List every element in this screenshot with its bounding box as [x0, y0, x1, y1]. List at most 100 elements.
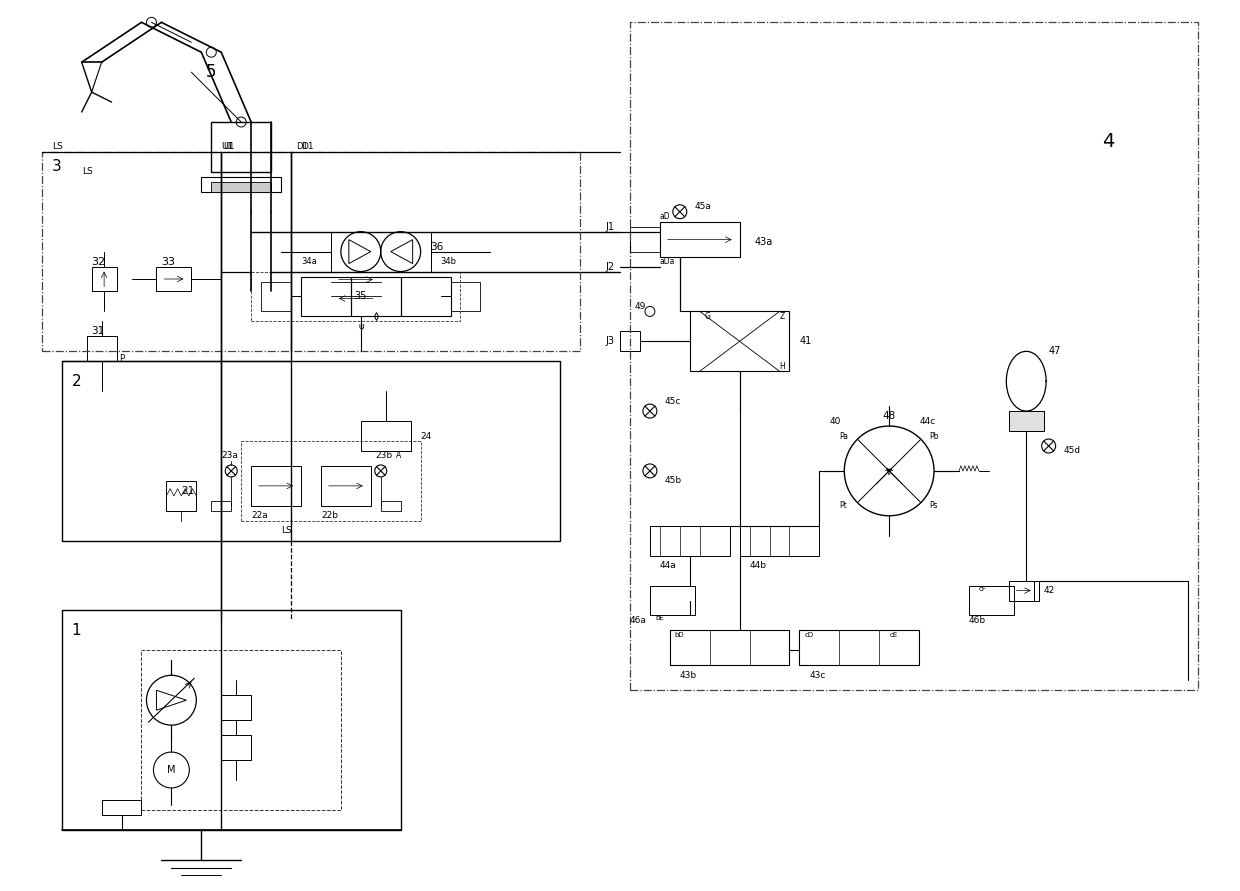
- Bar: [670, 631, 790, 666]
- Text: cF: cF: [978, 585, 987, 592]
- Bar: [630, 226, 660, 251]
- Text: U1: U1: [223, 143, 234, 151]
- Text: 34a: 34a: [301, 257, 316, 266]
- Text: LS: LS: [281, 527, 291, 535]
- Bar: [221, 695, 252, 720]
- Text: 43a: 43a: [755, 237, 773, 247]
- Bar: [262, 282, 291, 312]
- Bar: [650, 526, 729, 556]
- Text: 33: 33: [161, 257, 175, 266]
- Bar: [401, 276, 450, 316]
- Text: 2: 2: [72, 373, 82, 388]
- Text: 44a: 44a: [660, 561, 677, 570]
- Text: Z: Z: [780, 312, 785, 321]
- Bar: [660, 222, 739, 257]
- Text: D1: D1: [301, 143, 314, 151]
- Bar: [102, 800, 141, 815]
- Bar: [301, 276, 351, 316]
- Bar: [321, 466, 371, 506]
- Text: 31: 31: [92, 326, 105, 337]
- Bar: [1009, 411, 1044, 431]
- Text: 22b: 22b: [321, 511, 339, 520]
- Bar: [242, 441, 420, 520]
- Text: 22a: 22a: [252, 511, 268, 520]
- Text: 3: 3: [52, 159, 62, 175]
- Text: LS: LS: [82, 168, 93, 176]
- Bar: [201, 176, 281, 192]
- Text: G: G: [704, 312, 711, 321]
- Text: 36: 36: [430, 241, 444, 251]
- Bar: [450, 282, 480, 312]
- Text: 4: 4: [1102, 133, 1115, 151]
- Text: 41: 41: [800, 336, 812, 347]
- Bar: [1009, 581, 1039, 601]
- Text: 34b: 34b: [440, 257, 456, 266]
- Text: 43b: 43b: [680, 671, 697, 680]
- Bar: [620, 331, 640, 351]
- Bar: [92, 266, 117, 291]
- Text: aDa: aDa: [660, 257, 676, 266]
- Text: ψ: ψ: [358, 322, 363, 331]
- Bar: [800, 631, 919, 666]
- Text: P: P: [119, 354, 125, 363]
- Bar: [252, 466, 301, 506]
- Text: 46b: 46b: [968, 616, 986, 625]
- Bar: [141, 650, 341, 810]
- Text: 5: 5: [206, 63, 217, 81]
- Bar: [62, 361, 560, 541]
- Bar: [211, 182, 272, 192]
- Bar: [361, 421, 410, 451]
- Text: H: H: [780, 362, 785, 371]
- Text: Pb: Pb: [929, 431, 939, 440]
- Text: A: A: [396, 452, 401, 461]
- Text: 45d: 45d: [1064, 446, 1081, 455]
- Bar: [221, 735, 252, 760]
- Text: 23a: 23a: [221, 452, 238, 461]
- Bar: [156, 266, 191, 291]
- Bar: [650, 585, 694, 616]
- Text: J1: J1: [605, 222, 614, 232]
- Bar: [331, 232, 430, 272]
- Text: 43c: 43c: [810, 671, 826, 680]
- Text: 1: 1: [72, 623, 82, 638]
- Text: aD: aD: [660, 212, 671, 221]
- Bar: [211, 501, 231, 511]
- Text: Pa: Pa: [839, 431, 848, 440]
- Text: 46a: 46a: [630, 616, 647, 625]
- Text: J3: J3: [605, 336, 614, 347]
- Text: M: M: [167, 765, 176, 775]
- Bar: [1009, 411, 1044, 431]
- Text: cD: cD: [805, 633, 813, 639]
- Bar: [351, 276, 401, 316]
- Text: 23b: 23b: [376, 452, 393, 461]
- Text: 40: 40: [830, 417, 841, 426]
- Bar: [689, 312, 790, 372]
- Text: 45a: 45a: [694, 202, 712, 211]
- Text: 42: 42: [1044, 586, 1055, 595]
- Text: U1: U1: [221, 143, 233, 151]
- Text: 21: 21: [181, 486, 195, 496]
- Bar: [166, 481, 196, 511]
- Text: 35: 35: [355, 291, 367, 301]
- Text: 49: 49: [635, 302, 646, 311]
- Text: 32: 32: [92, 257, 105, 266]
- Text: 44c: 44c: [919, 417, 935, 426]
- Text: LS: LS: [52, 143, 62, 151]
- Text: bD: bD: [675, 633, 684, 639]
- Text: 47: 47: [1049, 347, 1061, 356]
- Bar: [62, 610, 401, 830]
- Text: Pt: Pt: [839, 502, 847, 511]
- Text: J2: J2: [605, 262, 614, 272]
- Bar: [739, 526, 820, 556]
- Text: D1: D1: [296, 143, 308, 151]
- Text: Ps: Ps: [929, 502, 937, 511]
- Text: 45b: 45b: [665, 477, 682, 486]
- Bar: [968, 585, 1014, 616]
- Bar: [211, 122, 272, 172]
- Bar: [381, 501, 401, 511]
- Bar: [87, 336, 117, 361]
- Text: cE: cE: [889, 633, 898, 639]
- Text: 48: 48: [883, 411, 895, 421]
- Text: 24: 24: [420, 431, 432, 440]
- Bar: [252, 272, 460, 322]
